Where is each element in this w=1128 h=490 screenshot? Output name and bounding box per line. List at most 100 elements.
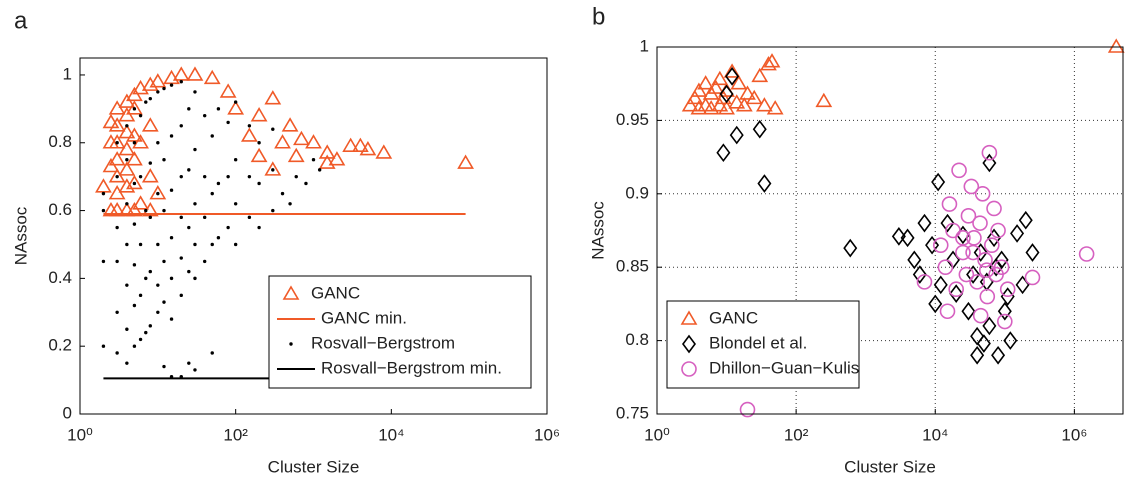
y-tick-label: 0.8 — [48, 132, 72, 151]
marker-dot — [233, 158, 238, 162]
marker-circle — [969, 274, 985, 290]
marker-dot — [193, 202, 197, 206]
marker-dot — [233, 202, 238, 206]
marker-diamond — [1018, 210, 1033, 230]
marker-dot — [132, 107, 137, 111]
marker-dot — [193, 242, 197, 247]
marker-circle — [937, 259, 954, 276]
panel-label: a — [14, 7, 28, 34]
marker-triangle — [751, 67, 769, 83]
marker-dot — [247, 174, 252, 179]
marker-dot — [210, 134, 214, 138]
marker-dot — [317, 168, 322, 172]
x-tick-label: 10⁰ — [67, 425, 93, 444]
marker-dot — [125, 158, 129, 162]
marker-dot — [156, 242, 160, 247]
marker-diamond — [912, 265, 927, 284]
marker-triangle — [697, 75, 715, 90]
marker-triangle — [728, 94, 746, 109]
marker-dot — [193, 90, 197, 94]
legend-label: GANC — [311, 283, 360, 302]
marker-circle — [941, 196, 958, 212]
marker-triangle — [745, 89, 763, 105]
y-tick-label: 0.75 — [616, 403, 649, 422]
marker-triangle — [126, 100, 143, 115]
marker-diamond — [917, 213, 932, 233]
marker-triangle — [250, 147, 268, 163]
legend-box — [666, 300, 860, 389]
marker-dot — [138, 293, 143, 298]
marker-triangle — [318, 144, 336, 159]
marker-triangle — [690, 100, 708, 115]
marker-triangle — [1107, 38, 1125, 53]
marker-diamond — [843, 238, 858, 258]
marker-dot — [193, 368, 197, 372]
marker-dot — [169, 235, 174, 240]
marker-circle — [948, 281, 964, 298]
marker-triangle — [686, 89, 704, 105]
marker-dot — [216, 107, 221, 111]
marker-diamond — [976, 334, 991, 353]
marker-dot — [125, 242, 129, 247]
marker-triangle — [149, 185, 167, 200]
marker-triangle — [240, 127, 258, 142]
marker-triangle — [457, 154, 474, 169]
panel-label: b — [592, 3, 605, 30]
axes-box — [79, 57, 548, 415]
marker-dot — [187, 107, 191, 111]
legend-label: Rosvall−Bergstrom min. — [321, 358, 502, 377]
marker-circle — [990, 222, 1006, 239]
marker-triangle — [328, 151, 346, 166]
y-tick-label: 0.6 — [48, 200, 72, 219]
marker-dot — [101, 259, 106, 264]
marker-triangle — [108, 201, 126, 217]
marker-triangle — [287, 147, 305, 163]
marker-diamond — [1003, 331, 1018, 350]
marker-circle — [932, 237, 949, 253]
marker-circle — [1024, 269, 1041, 286]
marker-triangle — [203, 69, 221, 85]
marker-dot — [162, 86, 166, 91]
marker-dot — [169, 134, 174, 138]
marker-triangle — [690, 82, 708, 97]
marker-diamond — [757, 174, 772, 193]
marker-dot — [115, 174, 119, 179]
marker-dot — [162, 208, 166, 213]
marker-diamond — [933, 275, 948, 295]
marker-diamond — [716, 143, 731, 163]
marker-dot — [148, 96, 152, 101]
marker-circle — [979, 288, 996, 305]
marker-circle — [986, 200, 1002, 217]
marker-triangle — [723, 63, 741, 78]
marker-triangle — [293, 130, 310, 146]
marker-dot — [169, 317, 174, 321]
marker-triangle — [281, 117, 299, 132]
marker-dot — [271, 168, 275, 172]
marker-dot — [101, 191, 106, 196]
marker-triangle — [108, 117, 126, 132]
marker-triangle — [118, 124, 136, 139]
marker-triangle — [766, 100, 784, 115]
marker-dot — [162, 158, 166, 162]
marker-dot — [193, 276, 197, 281]
marker-dot — [257, 181, 261, 186]
legend-label: Rosvall−Bergstrom — [311, 333, 455, 352]
marker-triangle — [711, 97, 729, 112]
y-axis-label: NAssoc — [588, 201, 607, 260]
marker-triangle — [707, 79, 725, 94]
marker-dot — [138, 113, 143, 118]
marker-triangle — [118, 161, 136, 176]
marker-dot — [210, 242, 214, 247]
marker-dot — [125, 124, 129, 128]
marker-triangle — [102, 113, 120, 129]
marker-dot — [138, 337, 143, 342]
marker-dot — [226, 174, 230, 179]
y-tick-label: 0.95 — [616, 110, 649, 129]
marker-circle — [955, 230, 971, 246]
marker-diamond — [982, 316, 997, 336]
marker-dot — [162, 364, 166, 369]
marker-diamond — [949, 284, 964, 303]
marker-triangle — [342, 137, 360, 152]
marker-triangle — [118, 178, 136, 193]
x-tick-label: 10⁴ — [378, 425, 404, 444]
